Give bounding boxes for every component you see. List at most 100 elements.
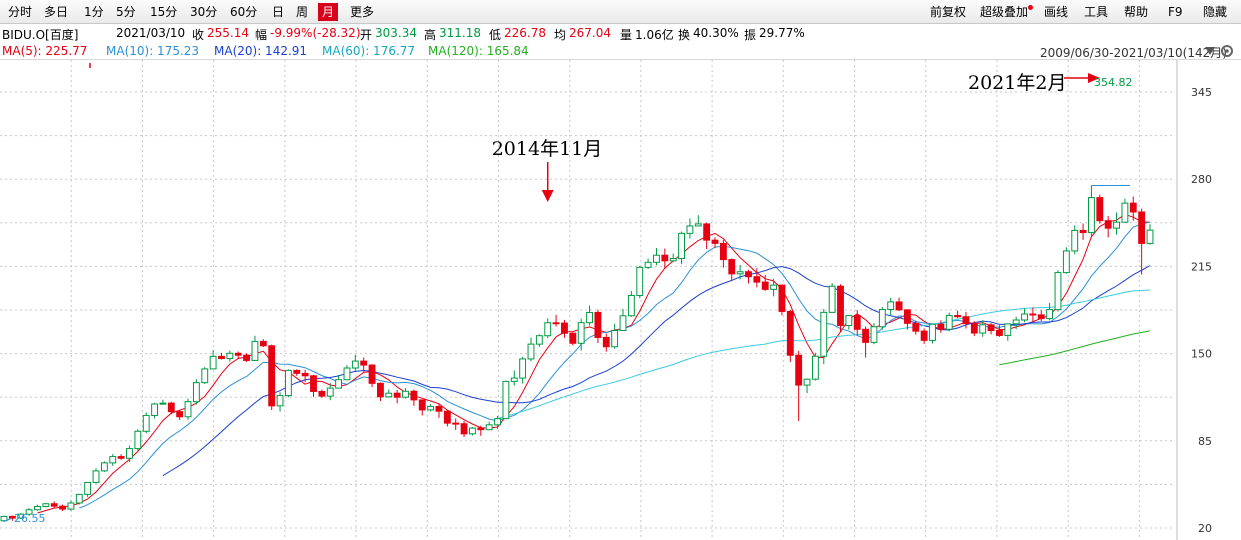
candle <box>527 337 535 362</box>
candle-body-up <box>184 401 192 418</box>
candle-body-up <box>1004 323 1012 336</box>
candle-body-down <box>1037 314 1045 320</box>
tab-intraday[interactable]: 分时 <box>8 5 33 19</box>
tab-week[interactable]: 周 <box>296 5 309 19</box>
candle <box>100 461 108 473</box>
ma20-legend: MA(20): 142.91 <box>214 44 308 58</box>
candle <box>1029 307 1037 322</box>
candle <box>469 427 476 436</box>
super-overlay-button[interactable]: 超级叠加 <box>980 5 1029 19</box>
y-axis: 20 85 150 215 280 345 <box>1191 86 1212 535</box>
candle-body-up <box>820 311 828 357</box>
candle <box>1037 310 1045 322</box>
candle-body-up <box>142 414 150 432</box>
forward-adjust-button[interactable]: 前复权 <box>930 5 967 19</box>
candle <box>343 365 351 381</box>
candle-body-up <box>134 430 142 450</box>
candle-body-up <box>1113 221 1120 229</box>
candle-body-up <box>75 493 83 504</box>
candle <box>669 253 677 263</box>
candle <box>134 429 142 451</box>
candle-body-up <box>686 225 694 234</box>
candle <box>1054 270 1062 312</box>
candle <box>1104 216 1112 238</box>
candle <box>1129 196 1137 221</box>
candle <box>192 379 200 405</box>
candle-body-down <box>435 405 443 412</box>
high-value-label: 354.82 <box>1094 76 1133 89</box>
candle <box>996 325 1003 337</box>
candle <box>1096 194 1104 224</box>
ma10-legend: MA(10): 175.23 <box>106 44 200 58</box>
tab-30min[interactable]: 30分 <box>190 5 218 19</box>
annotation-2021-feb: 2021年2月 <box>968 72 1066 94</box>
ma5-line <box>37 213 1151 514</box>
candle <box>803 378 811 394</box>
candle <box>1146 224 1154 245</box>
candle-body-up <box>84 481 92 495</box>
candle-body-down <box>954 314 962 318</box>
candle <box>50 501 58 509</box>
candle <box>745 269 752 284</box>
candle-body-up <box>159 402 167 405</box>
candle <box>34 504 41 511</box>
candle <box>770 278 778 297</box>
candle-body-up <box>1021 313 1028 321</box>
candle-body-down <box>778 284 786 312</box>
candle-body-up <box>0 515 8 522</box>
tab-month[interactable]: 月 <box>318 3 339 21</box>
candle-body-up <box>485 424 493 431</box>
candle-body-down <box>1129 202 1137 213</box>
tab-multi-day[interactable]: 多日 <box>44 5 69 19</box>
tab-60min[interactable]: 60分 <box>230 5 258 19</box>
settings-gear-icon[interactable] <box>1220 44 1234 58</box>
more-button[interactable]: 更多 <box>350 5 375 19</box>
candle-body-up <box>100 462 108 472</box>
candle <box>460 420 468 438</box>
candle-body-down <box>301 372 309 377</box>
candle <box>987 323 995 335</box>
candle <box>1121 198 1129 223</box>
candle <box>435 403 443 418</box>
moving-average-lines <box>37 213 1151 514</box>
candle-body-down <box>460 423 468 435</box>
candle-body-up <box>42 503 50 508</box>
candle-body-down <box>895 301 903 311</box>
candle <box>1113 212 1120 235</box>
tools-button[interactable]: 工具 <box>1084 5 1109 19</box>
candle <box>602 333 610 352</box>
candle-body-up <box>151 403 158 416</box>
hide-button[interactable]: 隐藏 <box>1203 5 1228 19</box>
candle <box>920 328 928 344</box>
candle <box>209 350 217 370</box>
candle-body-down <box>795 354 803 386</box>
candle-body-up <box>519 358 527 379</box>
candle <box>870 323 878 345</box>
candle <box>561 319 568 338</box>
draw-line-button[interactable]: 画线 <box>1044 5 1069 19</box>
low-value-label: 26.55 <box>14 512 46 525</box>
arrow-2014-head <box>541 190 554 202</box>
candle-body-up <box>1121 202 1129 223</box>
collapse-triangle-icon[interactable] <box>1204 46 1216 56</box>
candle-body-down <box>561 322 568 334</box>
volume-value: 1.06亿 <box>635 28 674 42</box>
y-tick-label: 345 <box>1191 86 1212 99</box>
tab-1min[interactable]: 1分 <box>84 5 104 19</box>
help-button[interactable]: 帮助 <box>1124 5 1149 19</box>
candle-body-down <box>937 323 945 330</box>
candle <box>443 409 451 427</box>
candle-body-down <box>167 402 175 413</box>
candle-body-up <box>469 427 476 435</box>
candle <box>845 314 853 330</box>
tab-day[interactable]: 日 <box>272 5 285 19</box>
f9-button[interactable]: F9 <box>1168 5 1183 19</box>
candle-body-up <box>502 380 510 420</box>
candle <box>360 357 368 372</box>
tab-5min[interactable]: 5分 <box>116 5 136 19</box>
candle-body-down <box>719 242 727 261</box>
candle <box>828 283 836 313</box>
candle-body-down <box>477 427 485 431</box>
candle <box>912 320 920 335</box>
tab-15min[interactable]: 15分 <box>150 5 178 19</box>
